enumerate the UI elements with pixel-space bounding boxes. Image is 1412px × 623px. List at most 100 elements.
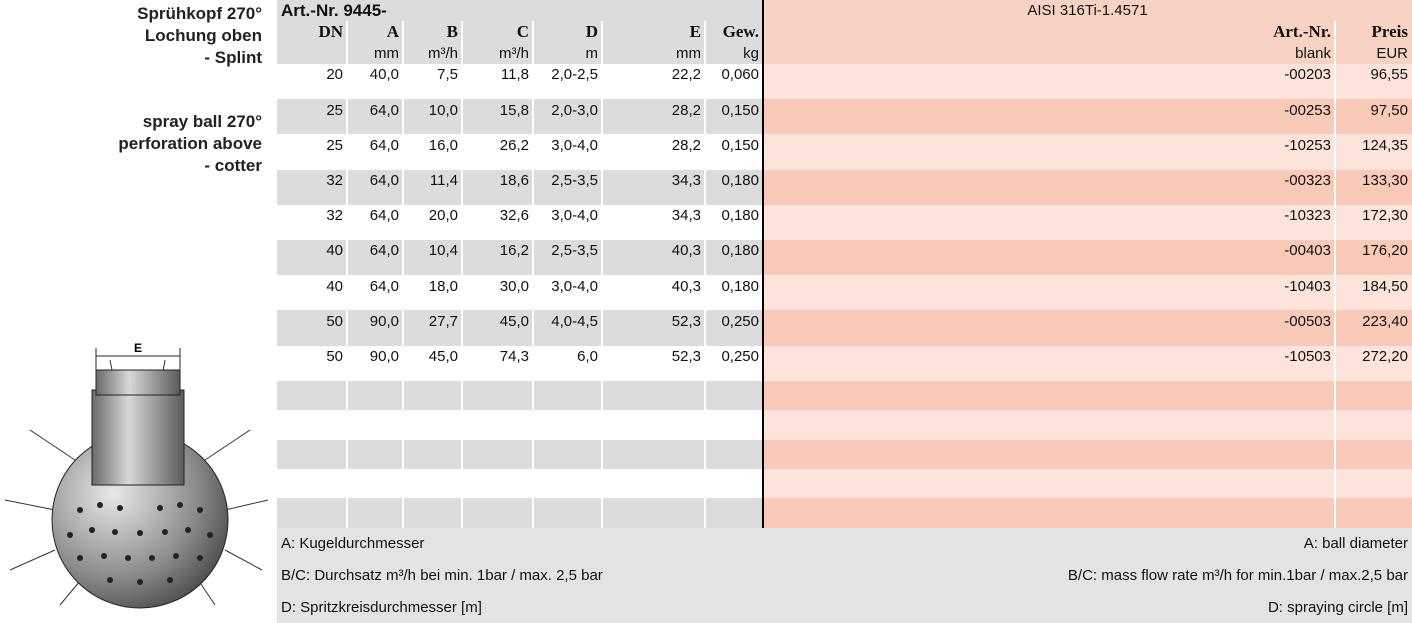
title-en: perforation above <box>118 134 262 153</box>
row-bg-right <box>763 439 1412 469</box>
table-cell: 16,0 <box>428 136 458 154</box>
table-cell: 0,150 <box>721 101 759 119</box>
table-cell: 18,6 <box>499 172 529 189</box>
column-header: D <box>585 22 598 41</box>
table-cell: 133,30 <box>1362 172 1408 189</box>
table-cell: 40,3 <box>671 277 701 295</box>
table-cell: 64,0 <box>369 101 399 119</box>
table-cell: 0,060 <box>721 66 759 84</box>
table-cell: 25 <box>326 101 343 119</box>
row-bg-left <box>277 64 763 100</box>
dimension-label: E <box>134 341 142 355</box>
table-cell: 272,20 <box>1362 348 1408 365</box>
table-cell: -10253 <box>1284 136 1331 154</box>
column-header: Gew. <box>722 22 759 41</box>
table-cell: 176,20 <box>1362 242 1408 260</box>
table-cell: 16,2 <box>499 242 529 260</box>
table-cell: 2,0-2,5 <box>551 66 598 84</box>
column-header: Art.-Nr. <box>1273 22 1331 41</box>
table-cell: 32,6 <box>499 207 529 225</box>
table-cell: 32 <box>326 207 343 225</box>
column-unit: mm <box>374 44 399 62</box>
column-unit: m³/h <box>499 44 529 62</box>
row-bg-right <box>763 380 1412 411</box>
table-cell: -00403 <box>1284 242 1331 260</box>
column-header: C <box>516 22 529 41</box>
row-bg-right <box>763 64 1412 100</box>
table-cell: 3,0-4,0 <box>551 207 598 225</box>
table-cell: 11,8 <box>500 66 529 84</box>
column-header: B <box>446 22 458 41</box>
table-cell: -00503 <box>1284 312 1331 330</box>
footer-note: B/C: Durchsatz m³/h bei min. 1bar / max.… <box>281 566 603 584</box>
table-cell: 2,5-3,5 <box>551 242 598 260</box>
table-cell: -00253 <box>1284 101 1331 119</box>
table-cell: -10323 <box>1284 207 1331 225</box>
table-cell: 97,50 <box>1370 101 1408 119</box>
row-bg-right <box>763 99 1412 135</box>
title-de: - Splint <box>204 48 262 67</box>
footer-note: A: ball diameter <box>1303 535 1408 553</box>
table-cell: 64,0 <box>369 242 399 260</box>
table-cell: 28,2 <box>671 101 701 119</box>
table-cell: 96,55 <box>1370 66 1408 84</box>
row-bg-left <box>277 99 763 135</box>
table-cell: 40 <box>326 242 343 260</box>
footer-note: A: Kugeldurchmesser <box>281 535 425 553</box>
table-cell: 2,0-3,0 <box>551 101 598 119</box>
table-cell: 10,4 <box>428 242 458 260</box>
column-unit: blank <box>1295 44 1331 62</box>
column-separator <box>601 21 603 528</box>
column-unit: kg <box>743 44 759 62</box>
row-bg-right <box>763 345 1412 381</box>
table-cell: -10503 <box>1284 348 1331 365</box>
row-bg-left <box>277 345 763 381</box>
table-cell: 7,5 <box>437 66 458 84</box>
column-header: A <box>386 22 399 41</box>
row-bg-left <box>277 169 763 205</box>
table-cell: 64,0 <box>369 136 399 154</box>
table-cell: 28,2 <box>671 136 701 154</box>
row-bg-left <box>277 310 763 346</box>
table-cell: 223,40 <box>1362 312 1408 330</box>
material: AISI 316Ti-1.4571 <box>1027 2 1148 19</box>
column-separator <box>461 21 463 528</box>
row-bg-right <box>763 169 1412 205</box>
column-unit: m³/h <box>428 44 458 62</box>
table-cell: 45,0 <box>428 348 458 365</box>
table-cell: 64,0 <box>369 207 399 225</box>
table-title: Art.-Nr. 9445- <box>281 1 387 20</box>
table-cell: 20 <box>326 66 343 84</box>
table-cell: 90,0 <box>369 348 399 365</box>
table-cell: 52,3 <box>671 312 701 330</box>
table-cell: 184,50 <box>1362 277 1408 295</box>
table-cell: -10403 <box>1284 277 1331 295</box>
table-cell: 6,0 <box>577 348 598 365</box>
row-bg-right <box>763 498 1412 528</box>
column-separator <box>402 21 404 528</box>
table-cell: 0,150 <box>721 136 759 154</box>
table-cell: 0,180 <box>721 172 759 189</box>
table-cell: 34,3 <box>671 207 701 225</box>
column-header: DN <box>318 22 343 41</box>
row-bg-left <box>277 240 763 276</box>
table-cell: 52,3 <box>671 348 701 365</box>
table-cell: 10,0 <box>428 101 458 119</box>
table-cell: 2,5-3,5 <box>551 172 598 189</box>
row-bg-left <box>277 204 763 240</box>
row-bg-right <box>763 134 1412 170</box>
row-bg-left <box>277 439 763 469</box>
title-de: Lochung oben <box>144 26 262 45</box>
table-cell: 45,0 <box>499 312 529 330</box>
row-bg-right <box>763 410 1412 440</box>
spray-ball-illustration: E <box>4 341 269 609</box>
table-cell: 40,3 <box>671 242 701 260</box>
table-cell: 11,4 <box>429 172 458 189</box>
table-cell: 50 <box>326 312 343 330</box>
row-bg-right <box>763 310 1412 346</box>
header-bg-left <box>277 0 763 64</box>
table-cell: 3,0-4,0 <box>551 136 598 154</box>
table-cell: -00203 <box>1284 66 1331 84</box>
table-cell: 0,180 <box>721 277 759 295</box>
